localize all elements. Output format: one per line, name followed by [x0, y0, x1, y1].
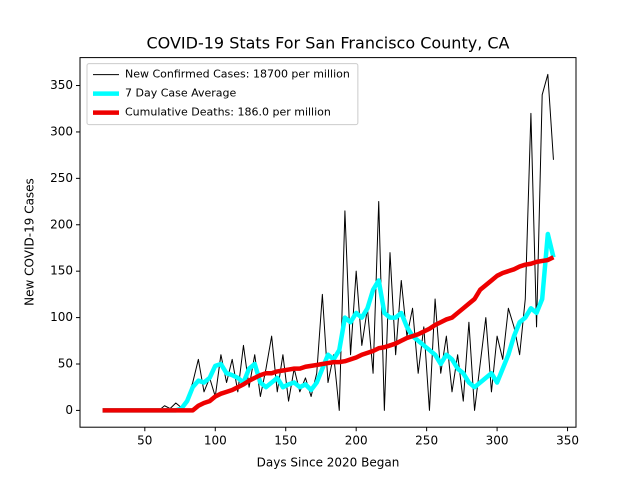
y-axis-label: New COVID-19 Cases [23, 178, 37, 306]
x-tick-label: 50 [137, 434, 152, 448]
y-tick-label: 300 [50, 124, 73, 138]
x-tick-label: 300 [486, 434, 509, 448]
y-tick-label: 200 [50, 217, 73, 231]
x-axis-label: Days Since 2020 Began [257, 456, 400, 470]
y-tick-label: 350 [50, 78, 73, 92]
series-line [102, 73, 554, 411]
x-tick-label: 200 [345, 434, 368, 448]
legend-label: New Confirmed Cases: 18700 per million [125, 68, 350, 81]
x-tick-label: 250 [415, 434, 438, 448]
axes-frame [79, 57, 577, 428]
legend-label: 7 Day Case Average [125, 87, 237, 100]
series-line [102, 255, 555, 413]
legend: New Confirmed Cases: 18700 per million 7 … [86, 63, 359, 126]
y-tick-label: 0 [65, 403, 73, 417]
y-tick-label: 100 [50, 310, 73, 324]
x-tick-label: 100 [204, 434, 227, 448]
y-tick-label: 250 [50, 171, 73, 185]
y-tick-label: 150 [50, 264, 73, 278]
chart-title: COVID-19 Stats For San Francisco County,… [147, 34, 510, 53]
x-tick-label: 350 [556, 434, 579, 448]
legend-box [86, 63, 359, 126]
x-tick-label: 150 [274, 434, 297, 448]
plot-area [102, 73, 556, 413]
y-tick-label: 50 [58, 356, 73, 370]
legend-label: Cumulative Deaths: 186.0 per million [125, 106, 331, 119]
